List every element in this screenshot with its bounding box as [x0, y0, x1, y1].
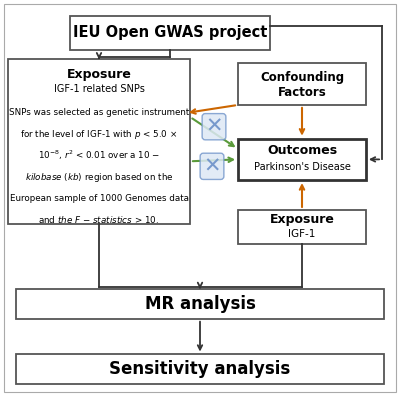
- Text: IEU Open GWAS project: IEU Open GWAS project: [73, 25, 267, 40]
- Bar: [8, 59, 190, 224]
- Text: Exposure: Exposure: [66, 68, 132, 81]
- Text: $10^{-8}$, $r^2$ < 0.01 over a 10 $-$: $10^{-8}$, $r^2$ < 0.01 over a 10 $-$: [38, 149, 160, 162]
- Text: SNPs was selected as genetic instrument: SNPs was selected as genetic instrument: [9, 109, 189, 117]
- Text: $kilobase$ $(kb)$ region based on the: $kilobase$ $(kb)$ region based on the: [25, 171, 173, 183]
- Text: Sensitivity analysis: Sensitivity analysis: [109, 360, 291, 378]
- Text: MR analysis: MR analysis: [144, 295, 256, 313]
- Text: Parkinson's Disease: Parkinson's Disease: [254, 162, 350, 172]
- Text: and $the$ $F$ $-$ $statistics$ > 10.: and $the$ $F$ $-$ $statistics$ > 10.: [38, 214, 160, 225]
- Bar: [238, 210, 366, 244]
- Text: ✕: ✕: [203, 156, 221, 176]
- Text: for the level of IGF-1 with $p$ < 5.0 $\times$: for the level of IGF-1 with $p$ < 5.0 $\…: [20, 128, 178, 141]
- Text: ✕: ✕: [205, 117, 223, 137]
- Text: Outcomes: Outcomes: [267, 144, 337, 157]
- Text: European sample of 1000 Genomes data: European sample of 1000 Genomes data: [10, 194, 188, 203]
- Bar: [238, 139, 366, 180]
- Text: Factors: Factors: [278, 86, 326, 99]
- Text: IGF-1: IGF-1: [288, 229, 316, 239]
- Bar: [16, 289, 384, 319]
- Bar: [238, 63, 366, 105]
- Text: Confounding: Confounding: [260, 70, 344, 84]
- Bar: [70, 16, 270, 50]
- Text: Exposure: Exposure: [270, 213, 334, 226]
- Bar: [16, 354, 384, 384]
- Text: IGF-1 related SNPs: IGF-1 related SNPs: [54, 84, 144, 94]
